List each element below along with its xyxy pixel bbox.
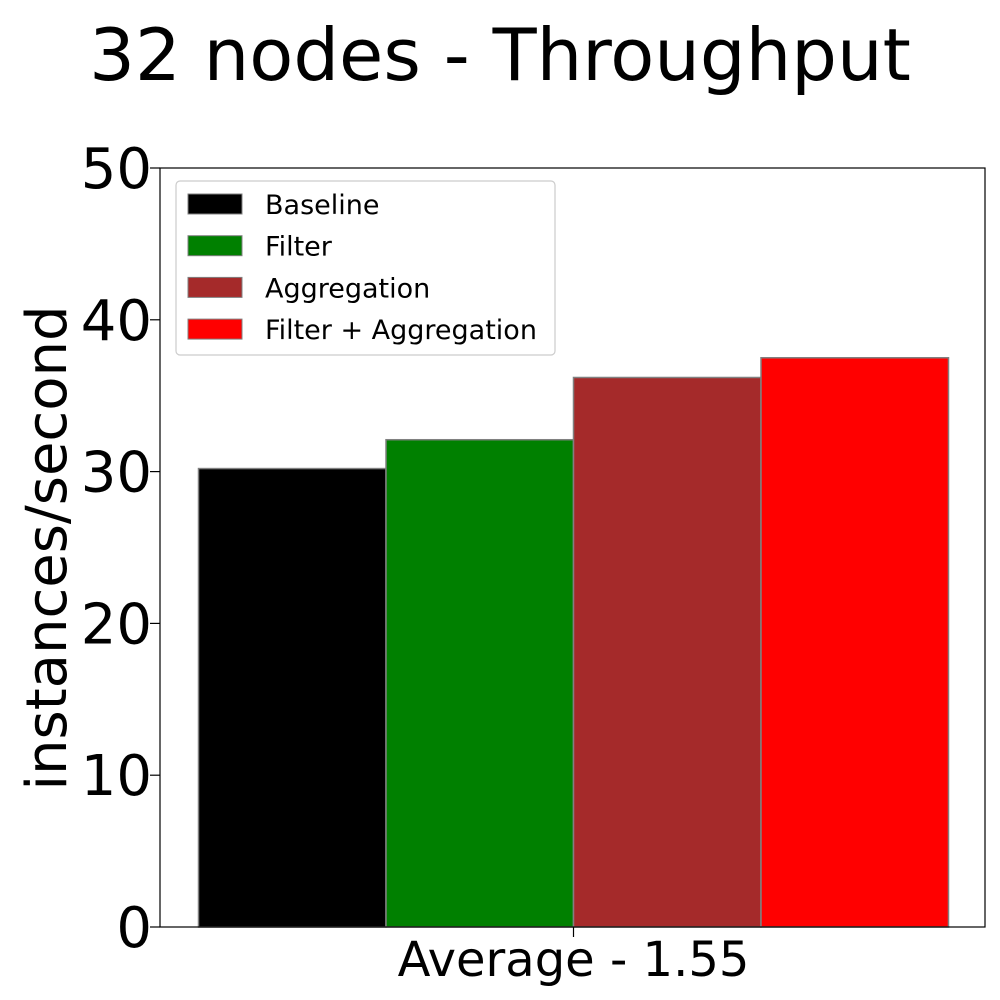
bar-aggregation (572, 376, 762, 928)
y-tick-label: 0 (116, 896, 152, 961)
legend-swatch (187, 318, 243, 340)
legend-label: Aggregation (265, 273, 430, 304)
legend-swatch (187, 276, 243, 298)
x-axis-ticks: Average - 1.55 (398, 927, 750, 988)
legend-label: Filter + Aggregation (265, 315, 537, 346)
legend-swatch (187, 235, 243, 257)
chart-title: 32 nodes - Throughput (89, 13, 911, 97)
legend-label: Baseline (265, 190, 379, 221)
plot-area-frame (159, 167, 986, 928)
y-tick-label: 10 (81, 744, 152, 809)
legend: Baseline Filter Aggregation Filter + Aggreg… (175, 180, 556, 356)
y-axis-ticks: 0 10 20 30 40 50 (81, 137, 160, 961)
y-tick-label: 50 (81, 137, 152, 202)
bars-group (197, 357, 950, 928)
y-tick-label: 30 (81, 441, 152, 506)
legend-box (175, 180, 556, 356)
legend-label: Filter (265, 232, 333, 263)
x-tick-label: Average - 1.55 (398, 932, 750, 988)
y-axis-label: instances/second (15, 306, 80, 791)
bar-baseline (197, 467, 387, 928)
y-tick-label: 40 (81, 289, 152, 354)
bar-filter-aggregation (760, 357, 950, 928)
bar-filter (385, 438, 575, 928)
y-tick-label: 20 (81, 592, 152, 657)
legend-swatch (187, 193, 243, 215)
